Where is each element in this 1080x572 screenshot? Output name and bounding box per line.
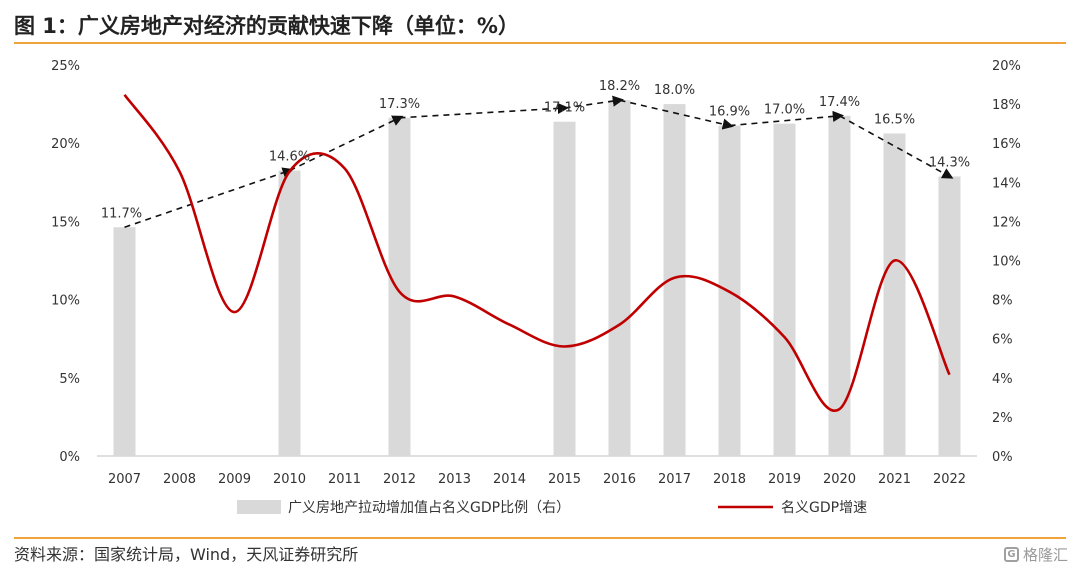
footer-divider: [14, 537, 1066, 539]
x-tick-label: 2020: [823, 472, 856, 487]
bar-data-label: 17.3%: [379, 97, 420, 112]
right-y-tick-label: 14%: [992, 176, 1021, 191]
watermark: G 格隆汇: [1003, 544, 1068, 565]
right-y-tick-label: 4%: [992, 372, 1013, 387]
x-tick-label: 2015: [548, 472, 581, 487]
x-tick-label: 2014: [493, 472, 526, 487]
left-y-tick-label: 5%: [59, 372, 80, 387]
x-tick-label: 2018: [713, 472, 746, 487]
bar-data-label: 16.9%: [709, 105, 750, 120]
title-divider: [14, 42, 1066, 44]
x-tick-label: 2008: [163, 472, 196, 487]
bar: [553, 121, 576, 456]
right-y-tick-label: 20%: [992, 59, 1021, 74]
left-y-tick-label: 15%: [51, 215, 80, 230]
bar: [773, 123, 796, 457]
legend-label-line: 名义GDP增速: [781, 500, 867, 516]
left-y-tick-label: 25%: [51, 59, 80, 74]
bar-data-label: 14.3%: [929, 155, 970, 170]
bar-data-label: 18.2%: [599, 79, 640, 94]
bar: [608, 100, 631, 456]
bar: [663, 104, 686, 456]
chart-title: 图 1：广义房地产对经济的贡献快速下降（单位：%）: [14, 14, 519, 38]
x-tick-label: 2013: [438, 472, 471, 487]
x-tick-label: 2012: [383, 472, 416, 487]
gdp-growth-line: [123, 93, 951, 412]
combo-chart: 0% 5% 10% 15% 20% 25% 0% 2% 4% 6% 8% 10% 12% 14% 16% 18…: [51, 59, 1021, 516]
trend-segment: [289, 115, 404, 172]
x-tick-label: 2021: [878, 472, 911, 487]
x-tick-label: 2010: [273, 472, 306, 487]
bar: [278, 170, 301, 456]
bar: [938, 176, 961, 456]
left-y-tick-label: 20%: [51, 137, 80, 152]
trend-segment: [124, 167, 294, 229]
watermark-logo-icon: G: [1003, 547, 1019, 562]
trend-segment: [619, 99, 734, 130]
x-tick-label: 2022: [933, 472, 966, 487]
trend-segment: [839, 115, 954, 179]
right-y-tick-label: 6%: [992, 333, 1013, 348]
right-y-tick-label: 2%: [992, 411, 1013, 426]
trend-segment: [564, 95, 624, 109]
x-tick-label: 2019: [768, 472, 801, 487]
bar-data-label: 17.0%: [764, 103, 805, 118]
legend-label-bar: 广义房地产拉动增加值占名义GDP比例（右）: [288, 500, 570, 516]
bar-data-label: 11.7%: [101, 206, 142, 221]
right-y-tick-label: 18%: [992, 98, 1021, 113]
left-y-tick-label: 0%: [59, 450, 80, 465]
x-tick-label: 2017: [658, 472, 691, 487]
legend-swatch-bar: [237, 500, 281, 514]
x-tick-label: 2011: [328, 472, 361, 487]
trend-segment: [399, 102, 569, 119]
bar: [113, 227, 136, 456]
x-tick-label: 2009: [218, 472, 251, 487]
bar-data-label: 16.5%: [874, 112, 915, 127]
x-tick-label: 2007: [108, 472, 141, 487]
trend-segment: [729, 110, 844, 127]
bar-data-label: 17.1%: [544, 101, 585, 116]
right-y-tick-label: 8%: [992, 294, 1013, 309]
left-y-tick-label: 10%: [51, 294, 80, 309]
bar-data-label: 14.6%: [269, 150, 310, 165]
legend: 广义房地产拉动增加值占名义GDP比例（右） 名义GDP增速: [237, 500, 867, 516]
bar-data-label: 18.0%: [654, 83, 695, 98]
right-y-tick-label: 12%: [992, 215, 1021, 230]
bar: [388, 117, 411, 456]
right-y-tick-label: 10%: [992, 255, 1021, 270]
bar-data-label: 17.4%: [819, 95, 860, 110]
bar: [883, 133, 906, 457]
bar: [828, 115, 851, 456]
right-y-tick-label: 0%: [992, 450, 1013, 465]
source-note: 资料来源：国家统计局，Wind，天风证券研究所: [14, 545, 359, 564]
watermark-text: 格隆汇: [1022, 546, 1068, 564]
x-tick-label: 2016: [603, 472, 636, 487]
right-y-tick-label: 16%: [992, 137, 1021, 152]
